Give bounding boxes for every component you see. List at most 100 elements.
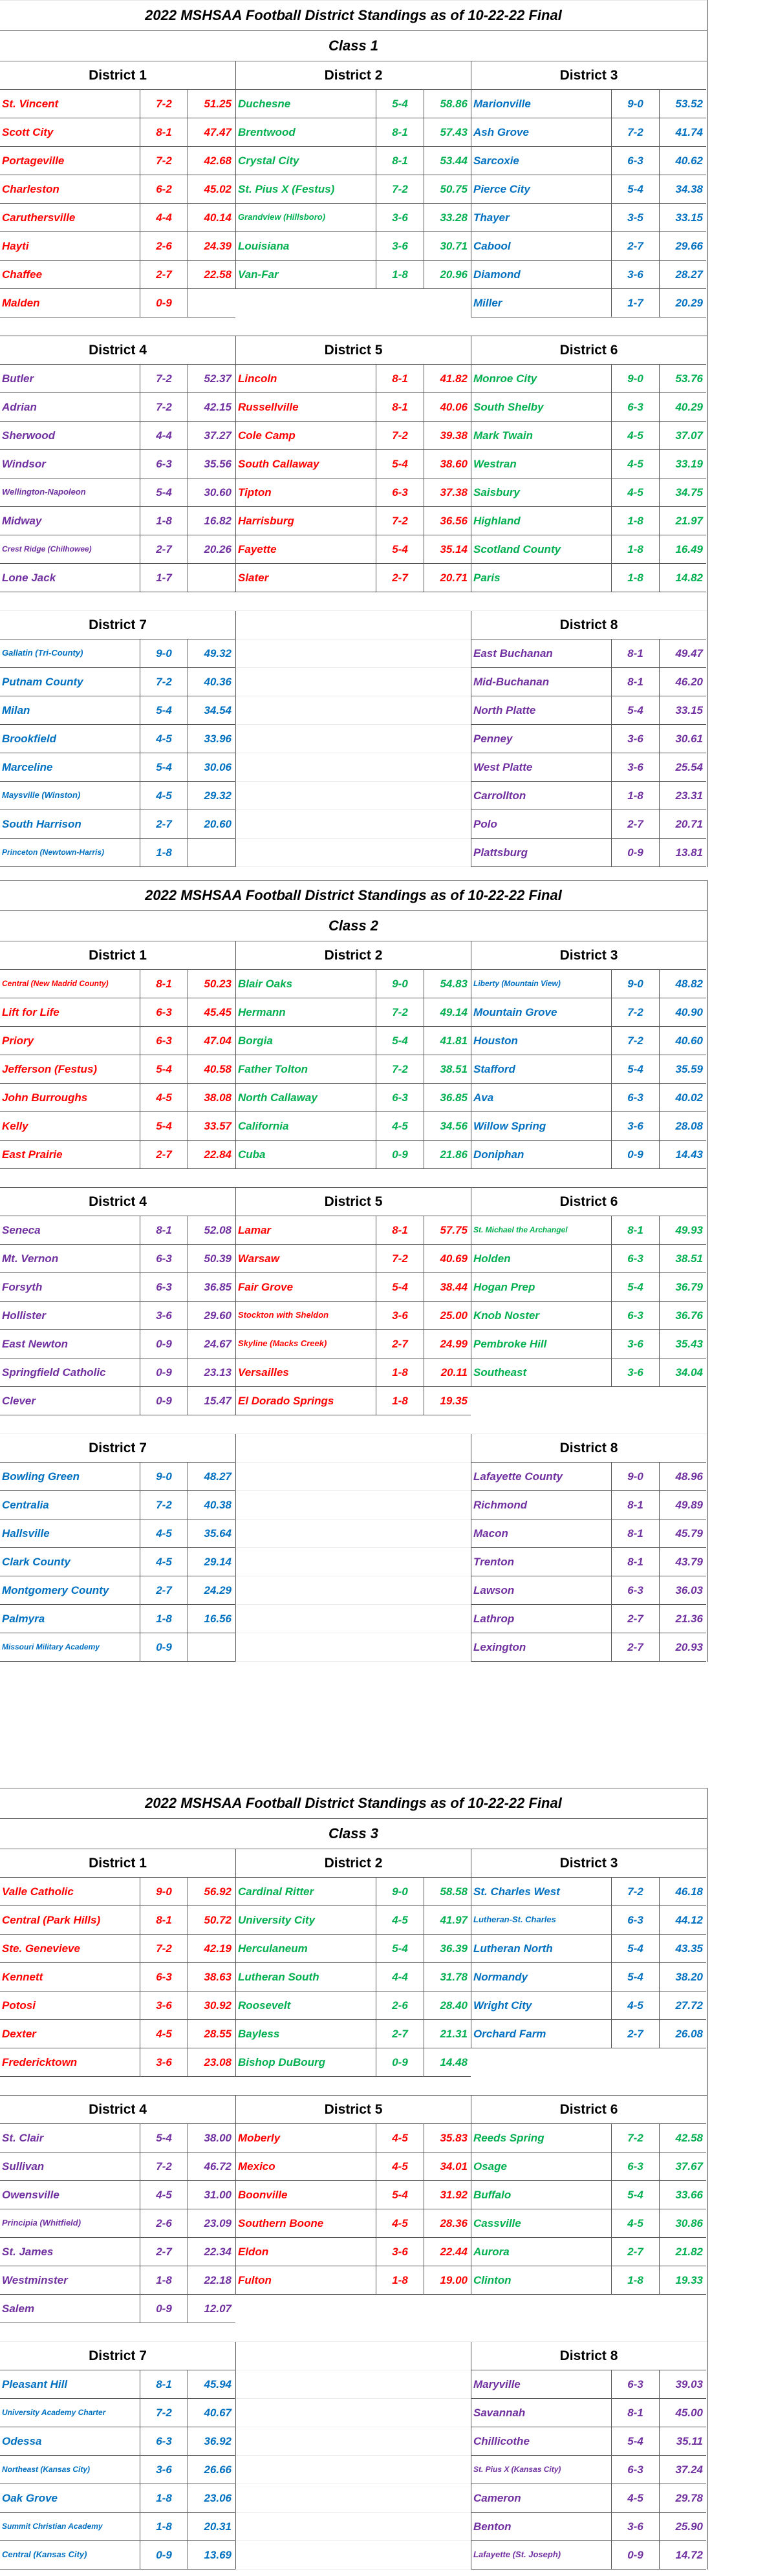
class-block-2: 2022 MSHSAA Football District Standings …: [0, 880, 708, 1662]
team-score: [188, 839, 235, 866]
team-score: 41.74: [659, 118, 706, 146]
team-name: Caruthersville: [2, 211, 76, 224]
team-name: Hallsville: [2, 1527, 50, 1540]
team-score: 25.54: [659, 753, 706, 781]
team-record: 3-6: [611, 1112, 659, 1140]
team-score: 21.36: [659, 1605, 706, 1633]
team-record: 5-4: [611, 175, 659, 203]
team-name: Osage: [473, 2160, 507, 2173]
team-name: Chaffee: [2, 268, 43, 281]
district-2: District 2 Cardinal Ritter 9-0 58.58 Univers…: [235, 1849, 471, 2077]
team-name: Lamar: [238, 1223, 272, 1236]
team-row: Osage 6-3 37.67: [471, 2152, 706, 2181]
district-header: District 8: [471, 1434, 706, 1463]
team-name: Reeds Spring: [473, 2131, 544, 2144]
team-name: Hermann: [238, 1005, 286, 1018]
team-row: University Academy Charter 7-2 40.67: [0, 2399, 235, 2427]
team-score: 14.82: [659, 564, 706, 592]
team-name: Gallatin (Tri-County): [2, 648, 83, 658]
team-name: South Callaway: [238, 457, 319, 470]
team-name: Warsaw: [238, 1252, 279, 1265]
team-score: 26.66: [188, 2456, 235, 2484]
team-score: 12.07: [188, 2295, 235, 2323]
team-row: Fair Grove 5-4 38.44: [235, 1273, 471, 1302]
team-row: Boonville 5-4 31.92: [235, 2181, 471, 2209]
district-5: District 5 Lamar 8-1 57.75 Warsaw 7-2 40.69 Fai…: [235, 1188, 471, 1415]
blank-row: [235, 839, 471, 867]
team-score: 37.27: [188, 422, 235, 449]
team-name: East Prairie: [2, 1148, 63, 1161]
district-group-row: District 4 Butler 7-2 52.37 Adrian 7-2 42.15 Sh…: [0, 336, 707, 592]
team-record: 6-2: [140, 175, 188, 203]
team-record: 5-4: [611, 1963, 659, 1991]
team-row: Windsor 6-3 35.56: [0, 450, 235, 478]
team-record: 5-4: [140, 753, 188, 781]
district-header: District 3: [471, 941, 706, 970]
team-row: Crest Ridge (Chilhowee) 2-7 20.26: [0, 535, 235, 564]
district-header: District 4: [0, 1188, 235, 1216]
team-record: 7-2: [376, 998, 424, 1026]
team-score: 31.00: [188, 2181, 235, 2209]
team-name: Aurora: [473, 2245, 510, 2258]
team-record: 0-9: [376, 1141, 424, 1168]
class-block-1: 2022 MSHSAA Football District Standings …: [0, 0, 708, 867]
district-header: District 2: [235, 941, 471, 970]
team-score: 29.78: [659, 2484, 706, 2512]
team-score: 23.08: [188, 2048, 235, 2076]
team-row: California 4-5 34.56: [235, 1112, 471, 1141]
team-row: Knob Noster 6-3 36.76: [471, 1302, 706, 1330]
team-name: Mountain Grove: [473, 1005, 557, 1018]
team-score: 21.31: [424, 2020, 471, 2048]
team-record: 4-5: [611, 2209, 659, 2237]
district-header: District 5: [235, 336, 471, 365]
team-name: Highland: [473, 514, 521, 527]
team-name: Fulton: [238, 2273, 272, 2286]
team-name: Houston: [473, 1034, 518, 1047]
team-score: 38.00: [188, 2124, 235, 2152]
team-score: 57.43: [424, 118, 471, 146]
team-score: 29.14: [188, 1548, 235, 1576]
team-row: St. Charles West 7-2 46.18: [471, 1878, 706, 1906]
team-name: Springfield Catholic: [2, 1366, 106, 1379]
team-record: 3-5: [611, 204, 659, 231]
team-row: Lafayette County 9-0 48.96: [471, 1463, 706, 1491]
team-score: 38.51: [659, 1245, 706, 1272]
team-name: University City: [238, 1913, 316, 1926]
team-row: Fulton 1-8 19.00: [235, 2266, 471, 2295]
team-record: 0-9: [140, 1330, 188, 1358]
team-name: Pleasant Hill: [2, 2377, 68, 2390]
team-name: Paris: [473, 571, 501, 584]
team-record: 7-2: [140, 365, 188, 392]
team-name: Mexico: [238, 2160, 275, 2173]
team-record: 6-3: [611, 1084, 659, 1111]
team-record: 9-0: [140, 1878, 188, 1905]
team-name: Montgomery County: [2, 1583, 109, 1596]
team-row: Clever 0-9 15.47: [0, 1387, 235, 1415]
team-record: 4-5: [611, 478, 659, 506]
team-score: 37.24: [659, 2456, 706, 2484]
team-score: 40.69: [424, 1245, 471, 1272]
team-score: 40.58: [188, 1055, 235, 1083]
team-record: 3-6: [140, 2456, 188, 2484]
team-row: Carrollton 1-8 23.31: [471, 782, 706, 810]
team-record: 5-4: [611, 696, 659, 724]
team-record: 1-8: [140, 2484, 188, 2512]
team-name: Central (New Madrid County): [2, 978, 109, 988]
team-score: 23.09: [188, 2209, 235, 2237]
team-name: Mt. Vernon: [2, 1252, 59, 1265]
team-name: Kennett: [2, 1970, 43, 1983]
team-score: 52.37: [188, 365, 235, 392]
team-name: Monroe City: [473, 372, 537, 385]
team-name: Lafayette (St. Joseph): [473, 2549, 561, 2560]
team-record: 1-8: [140, 839, 188, 866]
district-header: District 1: [0, 941, 235, 970]
class-label: Class 1: [0, 31, 707, 61]
team-row: Cardinal Ritter 9-0 58.58: [235, 1878, 471, 1906]
district-7: District 7 Bowling Green 9-0 48.27 Centralia…: [0, 1434, 235, 1662]
district-group-row: District 4 St. Clair 5-4 38.00 Sullivan 7-2 46…: [0, 2096, 707, 2323]
team-name: Trenton: [473, 1555, 514, 1568]
spacer-row: [0, 1169, 707, 1188]
team-score: 24.99: [424, 1330, 471, 1358]
team-score: 36.85: [188, 1273, 235, 1301]
team-row: Missouri Military Academy 0-9: [0, 1633, 235, 1662]
